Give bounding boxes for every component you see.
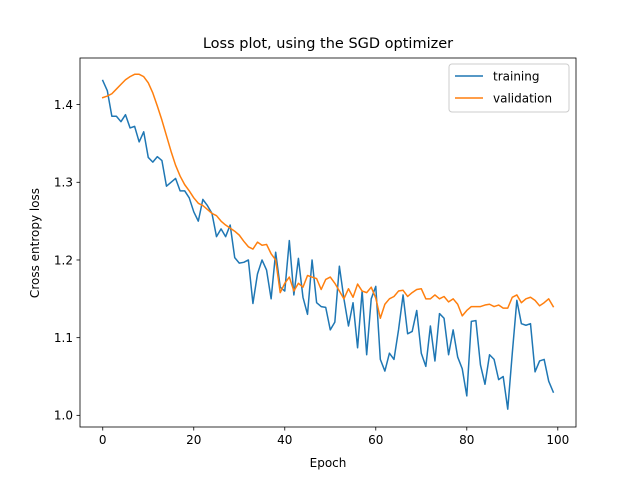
legend: training validation (448, 63, 570, 113)
chart-title: Loss plot, using the SGD optimizer (203, 36, 453, 52)
x-tick-label: 20 (186, 433, 201, 447)
series-line-training (101, 79, 555, 410)
y-tick-label: 1.2 (54, 253, 73, 267)
legend-label-validation: validation (493, 91, 552, 105)
series-line-validation (101, 73, 555, 319)
legend-label-training: training (493, 69, 540, 83)
y-tick-label: 1.4 (54, 98, 73, 112)
x-tick-label: 60 (368, 433, 383, 447)
x-tick-label: 40 (277, 433, 292, 447)
series-layer (101, 73, 555, 410)
y-tick-label: 1.0 (54, 409, 73, 423)
x-tick-label: 100 (546, 433, 569, 447)
x-tick-label: 80 (459, 433, 474, 447)
x-axis-title: Epoch (310, 456, 347, 470)
y-axis-title: Cross entropy loss (28, 188, 42, 298)
y-tick-label: 1.3 (54, 176, 73, 190)
plot-frame (79, 57, 577, 428)
x-tick-label: 0 (99, 433, 107, 447)
y-tick-label: 1.1 (54, 331, 73, 345)
axes-layer: 0 20 40 60 80 100 1.0 1.1 1.2 1.3 1.4 (54, 57, 577, 447)
